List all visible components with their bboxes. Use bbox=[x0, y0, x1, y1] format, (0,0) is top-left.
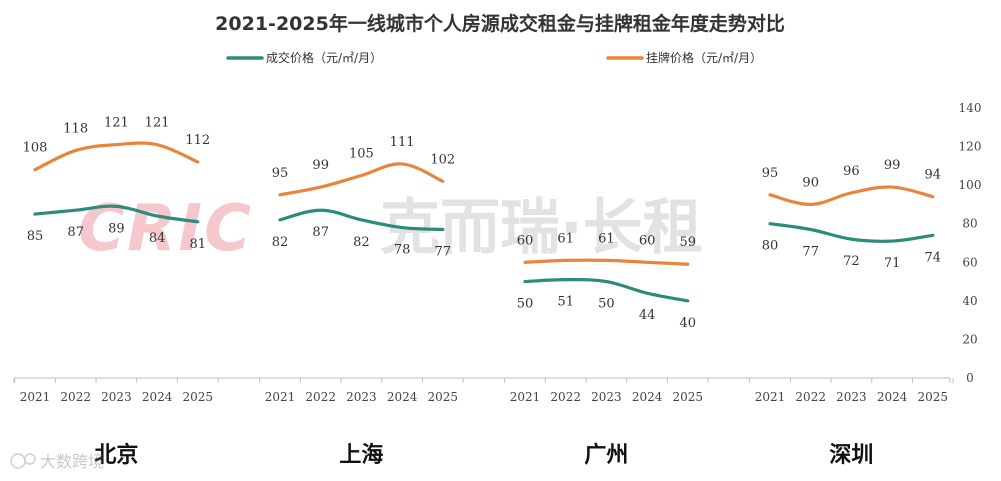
deal-data-label: 84 bbox=[149, 231, 166, 246]
list-line bbox=[278, 162, 445, 197]
y-tick-label: 140 bbox=[959, 101, 982, 115]
list-data-label: 95 bbox=[762, 166, 779, 181]
city-labels: 北京 上海 广州 深圳 bbox=[94, 442, 873, 468]
y-tick-label: 80 bbox=[962, 217, 977, 231]
x-tick-label: 2023 bbox=[101, 390, 132, 404]
watermark-latin: CRIC bbox=[78, 192, 253, 266]
x-tick-label: 2021 bbox=[20, 390, 51, 404]
source-logo-icon bbox=[10, 453, 26, 469]
list-data-label: 111 bbox=[390, 135, 415, 150]
legend-deal-label: 成交价格（元/㎡/月） bbox=[266, 50, 382, 65]
x-tick-label: 2021 bbox=[755, 390, 786, 404]
y-tick-label: 100 bbox=[959, 178, 982, 192]
x-tick-label: 2024 bbox=[387, 390, 418, 404]
legend-list-label: 挂牌价格（元/㎡/月） bbox=[646, 50, 762, 65]
legend: 成交价格（元/㎡/月） 挂牌价格（元/㎡/月） bbox=[226, 50, 762, 65]
deal-data-label: 85 bbox=[27, 229, 44, 244]
list-data-label: 121 bbox=[145, 116, 170, 131]
y-tick-label: 40 bbox=[962, 294, 977, 308]
list-data-label: 61 bbox=[557, 231, 574, 246]
deal-line bbox=[33, 204, 200, 224]
list-data-label: 95 bbox=[272, 166, 289, 181]
deal-data-label: 81 bbox=[190, 237, 207, 252]
list-data-label: 112 bbox=[185, 133, 210, 148]
x-tick-label: 2022 bbox=[795, 390, 826, 404]
list-data-label: 96 bbox=[843, 164, 860, 179]
x-tick-label: 2025 bbox=[673, 390, 704, 404]
x-tick-label: 2023 bbox=[346, 390, 377, 404]
list-data-label: 99 bbox=[884, 158, 901, 173]
x-tick-label: 2022 bbox=[60, 390, 91, 404]
x-tick-label: 2023 bbox=[591, 390, 622, 404]
x-tick-label: 2025 bbox=[428, 390, 459, 404]
list-data-label: 61 bbox=[598, 231, 615, 246]
deal-data-label: 72 bbox=[843, 254, 860, 269]
list-data-label: 60 bbox=[517, 233, 534, 248]
list-data-label: 90 bbox=[802, 175, 819, 190]
deal-data-label: 44 bbox=[639, 308, 656, 323]
y-tick-label: 20 bbox=[962, 332, 977, 346]
deal-data-label: 87 bbox=[67, 225, 84, 240]
x-tick-label: 2023 bbox=[836, 390, 867, 404]
list-data-label: 94 bbox=[925, 168, 942, 183]
city-label: 上海 bbox=[339, 442, 383, 468]
deal-data-label: 74 bbox=[925, 250, 942, 265]
list-data-label: 118 bbox=[63, 121, 88, 136]
x-tick-label: 2024 bbox=[142, 390, 173, 404]
city-label: 广州 bbox=[584, 442, 628, 468]
list-data-label: 108 bbox=[23, 141, 48, 156]
data-labels: 85 87 89 84 81 108 118 121 121 112 82 87 82 78 77 95 99 1… bbox=[23, 116, 941, 331]
city-label: 北京 bbox=[94, 442, 138, 468]
deal-data-label: 87 bbox=[312, 225, 329, 240]
deal-data-label: 50 bbox=[517, 297, 534, 312]
deal-data-label: 77 bbox=[435, 245, 452, 260]
chart-title: 2021-2025年一线城市个人房源成交租金与挂牌租金年度走势对比 bbox=[215, 12, 785, 35]
deal-data-label: 78 bbox=[394, 243, 411, 258]
deal-data-label: 82 bbox=[353, 235, 370, 250]
list-data-label: 121 bbox=[104, 116, 129, 131]
list-data-label: 102 bbox=[430, 152, 455, 167]
y-axis: 0 20 40 60 80 100 120 140 bbox=[959, 101, 982, 385]
deal-data-label: 80 bbox=[762, 239, 779, 254]
x-tick-label: 2025 bbox=[183, 390, 214, 404]
deal-line bbox=[768, 222, 935, 243]
list-data-label: 105 bbox=[349, 147, 374, 162]
x-tick-label: 2022 bbox=[305, 390, 336, 404]
y-tick-label: 60 bbox=[962, 255, 977, 269]
city-label: 深圳 bbox=[829, 443, 873, 468]
x-tick-label: 2022 bbox=[550, 390, 581, 404]
watermark: CRIC 克而瑞·长租 bbox=[78, 192, 703, 266]
y-tick-label: 0 bbox=[966, 371, 974, 385]
x-tick-label: 2025 bbox=[918, 390, 949, 404]
y-tick-label: 120 bbox=[959, 140, 982, 154]
source-logo: 大数跨境 bbox=[10, 452, 104, 471]
deal-data-label: 89 bbox=[108, 221, 125, 236]
x-axis-ticks: 2021 2022 2023 2024 2025 2021 2022 2023 2024 2025… bbox=[13, 378, 954, 404]
deal-data-label: 51 bbox=[557, 295, 574, 310]
deal-line bbox=[523, 278, 690, 303]
deal-data-label: 40 bbox=[680, 316, 697, 331]
x-tick-label: 2024 bbox=[632, 390, 663, 404]
deal-data-label: 77 bbox=[802, 245, 819, 260]
x-tick-label: 2021 bbox=[265, 390, 296, 404]
list-line bbox=[768, 185, 935, 207]
x-tick-label: 2021 bbox=[510, 390, 541, 404]
deal-data-label: 82 bbox=[272, 235, 289, 250]
list-line bbox=[523, 258, 690, 266]
list-data-label: 59 bbox=[680, 235, 697, 250]
x-tick-label: 2024 bbox=[877, 390, 908, 404]
deal-data-label: 50 bbox=[598, 297, 615, 312]
list-line bbox=[33, 141, 200, 172]
source-logo-text: 大数跨境 bbox=[40, 452, 104, 471]
deal-data-label: 71 bbox=[884, 256, 901, 271]
list-data-label: 99 bbox=[312, 158, 329, 173]
deal-line bbox=[278, 208, 445, 232]
series-lines bbox=[33, 141, 935, 303]
list-data-label: 60 bbox=[639, 233, 656, 248]
source-logo-icon-2 bbox=[24, 453, 36, 465]
